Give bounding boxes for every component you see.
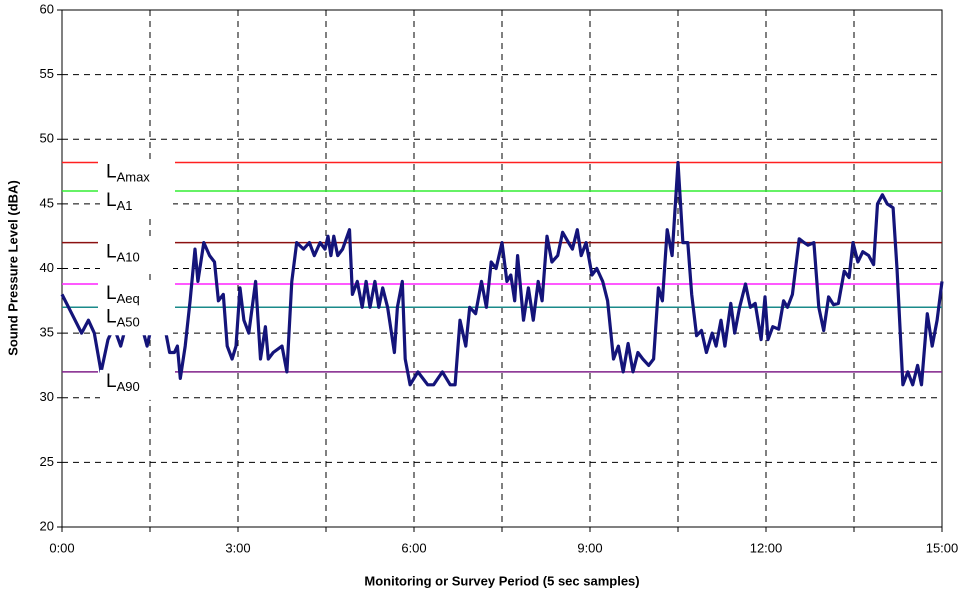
reference-label: LA50	[106, 306, 140, 329]
data-line	[60, 160, 944, 387]
reference-label: LA90	[106, 371, 140, 394]
label-background	[100, 305, 173, 336]
x-tick-label: 3:00	[225, 540, 250, 555]
reference-label: LAeq	[106, 283, 140, 306]
y-axis-label: Sound Pressure Level (dBA)	[5, 180, 20, 356]
reference-label: LA10	[106, 242, 140, 265]
y-tick-label: 35	[40, 325, 54, 340]
reference-label-subscript: A1	[117, 198, 133, 213]
reference-label-main: L	[106, 306, 117, 327]
reference-label-main: L	[106, 242, 117, 263]
x-tick-label: 9:00	[577, 540, 602, 555]
y-tick-label: 40	[40, 260, 54, 275]
label-background	[100, 240, 173, 271]
reference-label-main: L	[106, 371, 117, 392]
x-tick-label: 0:00	[49, 540, 74, 555]
y-tick-label: 30	[40, 389, 54, 404]
y-tick-label: 25	[40, 454, 54, 469]
reference-label-subscript: Amax	[117, 170, 151, 185]
x-tick-label: 12:00	[750, 540, 783, 555]
x-tick-label: 15:00	[926, 540, 959, 555]
reference-label-main: L	[106, 162, 117, 183]
x-tick-label: 6:00	[401, 540, 426, 555]
reference-label: LA1	[106, 190, 132, 213]
reference-label-subscript: Aeq	[117, 291, 140, 306]
reference-label-subscript: A50	[117, 315, 140, 330]
x-axis-label: Monitoring or Survey Period (5 sec sampl…	[364, 573, 639, 588]
label-background	[100, 188, 173, 219]
y-tick-label: 55	[40, 66, 54, 81]
plot-border	[61, 9, 943, 528]
y-tick-label: 50	[40, 131, 54, 146]
reference-label-subscript: A90	[117, 379, 140, 394]
reference-label: LAmax	[106, 162, 150, 185]
reference-label-main: L	[106, 283, 117, 304]
reference-label-main: L	[106, 190, 117, 211]
label-background	[100, 369, 173, 400]
reference-label-subscript: A10	[117, 250, 140, 265]
y-tick-label: 45	[40, 195, 54, 210]
y-tick-label: 60	[40, 1, 54, 16]
y-tick-label: 20	[40, 518, 54, 533]
label-background	[100, 160, 173, 191]
